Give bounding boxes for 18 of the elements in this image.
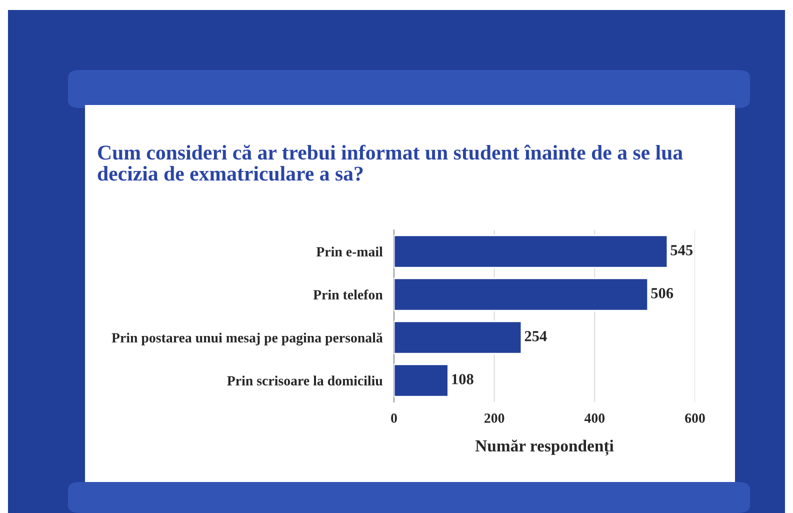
- data-label: 506: [651, 288, 674, 298]
- x-axis-title: Număr respondenți: [475, 440, 614, 456]
- y-tick-label: Prin e-mail: [316, 246, 383, 256]
- data-label: 545: [670, 245, 693, 256]
- bar: [394, 364, 449, 398]
- x-tick-label: 600: [685, 414, 705, 423]
- data-label: 254: [524, 331, 547, 342]
- y-tick-label: Prin telefon: [313, 290, 383, 300]
- x-tick-label: 400: [584, 414, 605, 423]
- chart-title: Cum consideri că ar trebui informat un student înainte de a se lua decizia de exmatriculare a sa?: [98, 144, 683, 181]
- x-tick-label: 200: [484, 414, 504, 423]
- bar: [394, 320, 522, 354]
- bar: [394, 234, 668, 268]
- y-tick-label: Prin postarea unui mesaj pe pagina personală: [112, 332, 383, 346]
- x-tick-label: 0: [391, 414, 397, 423]
- bar: [394, 278, 649, 312]
- data-label: 108: [452, 374, 474, 384]
- y-tick-label: Prin scrisoare la domiciliu: [227, 376, 383, 386]
